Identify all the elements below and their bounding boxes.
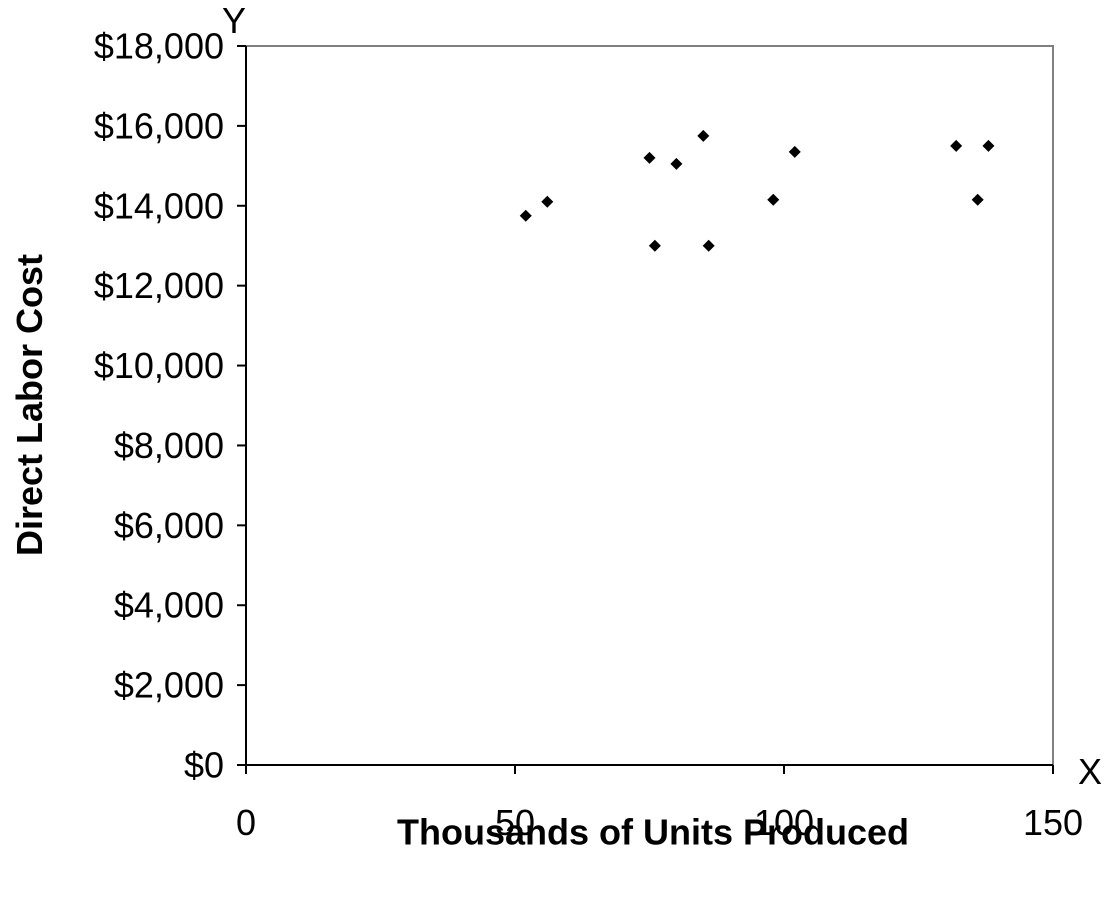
y-tick-label: $10,000: [94, 345, 224, 386]
data-point: [702, 239, 715, 252]
data-points: [519, 129, 995, 252]
x-tick-label: 100: [754, 802, 814, 843]
y-tick-label: $4,000: [114, 585, 224, 626]
plot-area: [245, 45, 1054, 766]
data-point: [950, 139, 963, 152]
y-tick-label: $0: [184, 745, 224, 786]
x-axis-letter: X: [1078, 751, 1102, 792]
data-point: [767, 193, 780, 206]
x-tick-label: 0: [236, 802, 256, 843]
data-point: [643, 151, 656, 164]
data-point: [971, 193, 984, 206]
data-point: [541, 195, 554, 208]
y-tick-label: $12,000: [94, 265, 224, 306]
x-axis-title: Thousands of Units Produced: [397, 811, 909, 852]
y-tick-label: $8,000: [114, 425, 224, 466]
y-axis-letter: Y: [222, 0, 246, 41]
x-tick-label: 150: [1023, 802, 1083, 843]
data-point: [519, 209, 532, 222]
data-point: [670, 157, 683, 170]
data-point: [648, 239, 661, 252]
x-tick-label: 50: [495, 802, 535, 843]
y-tick-label: $14,000: [94, 185, 224, 226]
y-tick-label: $18,000: [94, 26, 224, 67]
y-tick-label: $6,000: [114, 505, 224, 546]
y-tick-label: $2,000: [114, 665, 224, 706]
y-axis-title: Direct Labor Cost: [9, 254, 50, 556]
data-point: [982, 139, 995, 152]
data-point: [697, 129, 710, 142]
data-point: [788, 145, 801, 158]
y-tick-label: $16,000: [94, 105, 224, 146]
x-axis-ticks: 0 50 100 150: [236, 765, 1083, 843]
y-axis-ticks: $0 $2,000 $4,000 $6,000 $8,000 $10,000 $12,000…: [94, 26, 246, 786]
